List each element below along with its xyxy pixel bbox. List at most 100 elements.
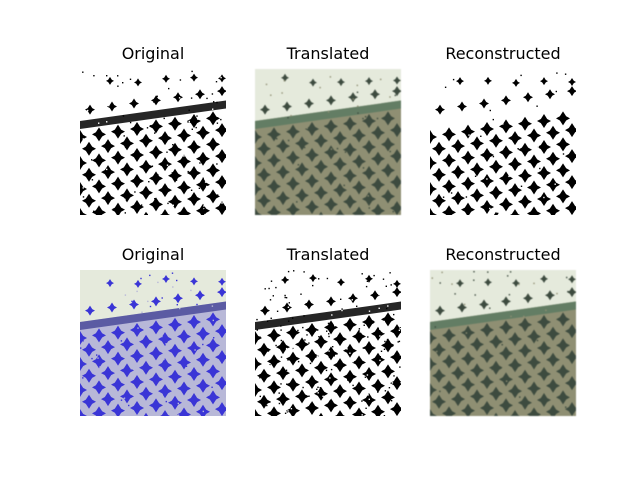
- pattern-motif: [565, 376, 576, 391]
- pattern-motif: [451, 165, 465, 180]
- noise-speck: [567, 290, 569, 293]
- top-motif: [393, 76, 401, 85]
- pattern-motif: [257, 394, 271, 409]
- noise-speck: [523, 70, 525, 72]
- pattern-motif: [177, 407, 191, 416]
- noise-speck: [106, 168, 108, 171]
- noise-speck: [95, 398, 98, 400]
- pattern-motif: [92, 179, 106, 194]
- top-motif: [337, 278, 345, 287]
- pattern-motif: [390, 376, 401, 391]
- noise-speck: [530, 399, 532, 401]
- noise-speck: [195, 126, 197, 129]
- pattern-motif: [101, 165, 115, 180]
- pattern-motif: [206, 111, 220, 126]
- pattern-motif: [430, 156, 437, 170]
- noise-speck: [303, 146, 306, 149]
- noise-speck: [505, 380, 508, 382]
- pattern-motif: [158, 332, 172, 347]
- noise-speck: [382, 331, 384, 334]
- noise-speck: [473, 279, 475, 281]
- pattern-motif: [286, 150, 300, 165]
- pattern-motif: [255, 331, 262, 345]
- pattern-motif: [461, 325, 475, 340]
- noise-speck: [350, 382, 352, 385]
- noise-speck: [275, 286, 277, 289]
- noise-speck: [565, 406, 567, 408]
- noise-speck: [306, 137, 309, 140]
- noise-speck: [97, 357, 99, 359]
- noise-speck: [148, 83, 151, 85]
- pattern-motif: [111, 150, 125, 165]
- noise-speck: [177, 402, 179, 405]
- pattern-motif: [442, 328, 456, 343]
- noise-speck: [283, 80, 286, 82]
- noise-speck: [164, 188, 166, 190]
- noise-speck: [317, 392, 319, 394]
- noise-speck: [183, 155, 185, 157]
- top-motif: [106, 279, 114, 288]
- noise-speck: [512, 72, 514, 74]
- noise-speck: [300, 293, 302, 295]
- pattern-motif: [432, 167, 446, 182]
- noise-speck: [190, 171, 192, 174]
- noise-speck: [195, 157, 197, 159]
- noise-speck: [318, 324, 320, 327]
- noise-speck: [82, 71, 84, 73]
- noise-speck: [125, 325, 127, 327]
- noise-speck: [280, 356, 283, 358]
- noise-speck: [526, 358, 529, 360]
- pattern-motif: [318, 211, 324, 215]
- pattern-motif: [255, 357, 262, 371]
- noise-speck: [156, 95, 158, 97]
- noise-speck: [451, 283, 453, 285]
- pattern-motif: [82, 394, 96, 409]
- noise-speck: [362, 117, 364, 120]
- noise-speck: [125, 107, 127, 110]
- pattern-motif: [318, 412, 324, 416]
- pattern-motif: [499, 346, 513, 361]
- noise-speck: [322, 395, 324, 397]
- noise-speck: [301, 399, 304, 401]
- noise-speck: [318, 336, 320, 338]
- noise-speck: [189, 353, 192, 355]
- noise-speck: [121, 126, 124, 128]
- noise-speck: [153, 351, 156, 353]
- pattern-motif: [499, 320, 513, 335]
- noise-speck: [93, 210, 95, 212]
- pattern-motif: [537, 367, 551, 382]
- pattern-motif: [546, 125, 560, 140]
- top-motif: [370, 89, 380, 100]
- noise-speck: [384, 390, 387, 392]
- noise-speck: [330, 368, 333, 371]
- pattern-motif: [508, 157, 522, 172]
- noise-speck: [366, 374, 369, 376]
- noise-speck: [204, 123, 207, 125]
- noise-speck: [265, 83, 268, 86]
- pattern-motif: [111, 202, 125, 215]
- top-motif: [512, 78, 520, 87]
- pattern-motif: [518, 317, 532, 332]
- noise-speck: [290, 411, 293, 413]
- pattern-motif: [390, 350, 401, 365]
- pattern-motif: [177, 381, 191, 396]
- noise-speck: [292, 291, 294, 293]
- noise-speck: [280, 383, 282, 385]
- noise-speck: [105, 360, 107, 363]
- noise-speck: [545, 309, 547, 311]
- pattern-motif: [362, 192, 376, 207]
- noise-speck: [146, 331, 149, 333]
- pattern-motif: [206, 312, 220, 327]
- noise-speck: [296, 201, 298, 203]
- noise-speck: [520, 74, 522, 77]
- noise-speck: [379, 335, 381, 337]
- noise-speck: [454, 328, 456, 330]
- noise-speck: [275, 313, 278, 315]
- pattern-motif: [371, 378, 385, 393]
- noise-speck: [399, 354, 401, 356]
- noise-speck: [460, 403, 463, 405]
- noise-speck: [167, 206, 170, 208]
- noise-speck: [212, 319, 214, 322]
- noise-speck: [270, 94, 272, 96]
- pattern-motif: [187, 367, 201, 382]
